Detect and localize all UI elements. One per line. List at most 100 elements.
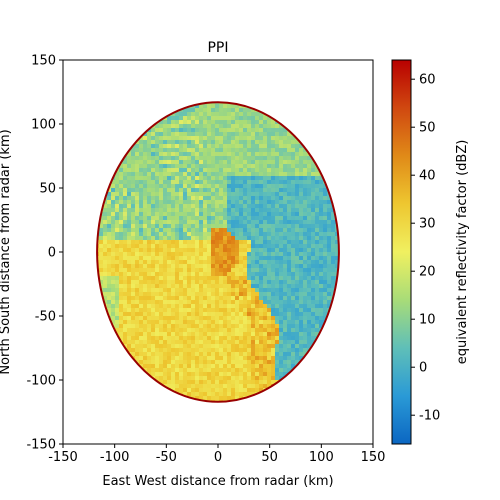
field-cell [151, 304, 155, 308]
field-cell [291, 236, 295, 240]
field-cell [263, 320, 267, 324]
field-cell [239, 220, 243, 224]
field-cell [127, 324, 131, 328]
field-cell [235, 296, 239, 300]
field-cell [295, 144, 299, 148]
field-cell [187, 376, 191, 380]
field-cell [215, 376, 219, 380]
field-cell [207, 372, 211, 376]
field-cell [147, 152, 151, 156]
field-cell [207, 236, 211, 240]
field-cell [143, 356, 147, 360]
field-cell [267, 332, 271, 336]
field-cell [163, 336, 167, 340]
field-cell [211, 376, 215, 380]
field-cell [147, 276, 151, 280]
field-cell [179, 260, 183, 264]
field-cell [199, 396, 203, 400]
field-cell [99, 224, 103, 228]
field-cell [227, 324, 231, 328]
field-cell [303, 220, 307, 224]
field-cell [315, 232, 319, 236]
field-cell [255, 136, 259, 140]
field-cell [231, 396, 235, 400]
field-cell [199, 224, 203, 228]
field-cell [127, 156, 131, 160]
field-cell [107, 192, 111, 196]
field-cell [275, 348, 279, 352]
field-cell [123, 328, 127, 332]
field-cell [167, 172, 171, 176]
field-cell [175, 368, 179, 372]
field-cell [275, 248, 279, 252]
field-cell [179, 220, 183, 224]
field-cell [271, 300, 275, 304]
field-cell [195, 136, 199, 140]
field-cell [287, 220, 291, 224]
field-cell [271, 368, 275, 372]
field-cell [243, 136, 247, 140]
field-cell [255, 248, 259, 252]
field-cell [311, 188, 315, 192]
field-cell [275, 136, 279, 140]
field-cell [223, 176, 227, 180]
field-cell [279, 148, 283, 152]
field-cell [243, 220, 247, 224]
field-cell [163, 320, 167, 324]
field-cell [255, 156, 259, 160]
field-cell [215, 208, 219, 212]
field-cell [143, 216, 147, 220]
field-cell [175, 316, 179, 320]
field-cell [283, 236, 287, 240]
field-cell [219, 212, 223, 216]
field-cell [211, 156, 215, 160]
field-cell [151, 268, 155, 272]
field-cell [295, 212, 299, 216]
field-cell [267, 352, 271, 356]
field-cell [155, 348, 159, 352]
field-cell [131, 212, 135, 216]
field-cell [327, 276, 331, 280]
field-cell [227, 196, 231, 200]
field-cell [111, 300, 115, 304]
field-cell [247, 328, 251, 332]
field-cell [163, 356, 167, 360]
field-cell [147, 360, 151, 364]
field-cell [255, 208, 259, 212]
field-cell [139, 364, 143, 368]
field-cell [135, 168, 139, 172]
field-cell [131, 148, 135, 152]
field-cell [143, 208, 147, 212]
field-cell [279, 176, 283, 180]
field-cell [291, 296, 295, 300]
field-cell [271, 344, 275, 348]
field-cell [271, 280, 275, 284]
field-cell [203, 208, 207, 212]
field-cell [247, 112, 251, 116]
field-cell [203, 136, 207, 140]
field-cell [179, 328, 183, 332]
field-cell [243, 352, 247, 356]
field-cell [215, 200, 219, 204]
field-cell [99, 276, 103, 280]
field-cell [267, 184, 271, 188]
field-cell [311, 224, 315, 228]
field-cell [319, 304, 323, 308]
field-cell [287, 296, 291, 300]
field-cell [307, 304, 311, 308]
field-cell [203, 340, 207, 344]
field-cell [271, 264, 275, 268]
field-cell [195, 276, 199, 280]
field-cell [151, 264, 155, 268]
field-cell [187, 220, 191, 224]
field-cell [147, 168, 151, 172]
field-cell [119, 328, 123, 332]
field-cell [239, 232, 243, 236]
field-cell [287, 304, 291, 308]
field-cell [167, 328, 171, 332]
field-cell [267, 324, 271, 328]
field-cell [143, 236, 147, 240]
field-cell [295, 148, 299, 152]
field-cell [275, 180, 279, 184]
field-cell [231, 156, 235, 160]
